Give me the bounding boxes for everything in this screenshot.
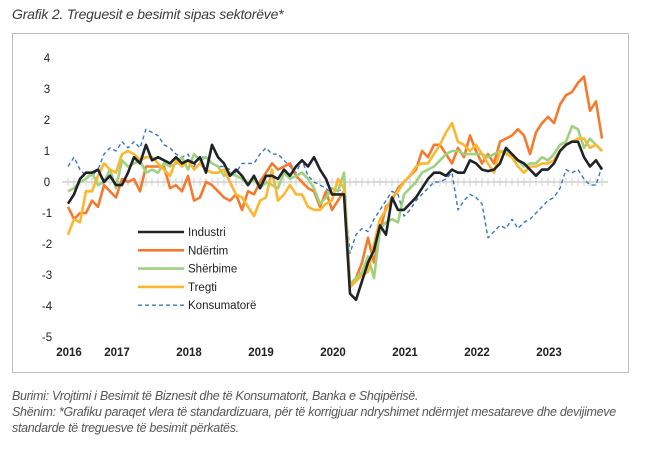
series-line-industri bbox=[66, 140, 604, 302]
x-tick-label: 2021 bbox=[392, 347, 418, 359]
chart-notes: Burimi: Vrojtimi i Besimit të Biznesit d… bbox=[12, 388, 642, 436]
footnote: Shënim: *Grafiku paraqet vlera të standa… bbox=[12, 405, 616, 435]
x-tick-label: 2020 bbox=[320, 347, 346, 359]
legend-label: Tregti bbox=[188, 282, 217, 294]
y-tick-label: 1 bbox=[44, 146, 50, 158]
y-tick-label: -5 bbox=[42, 332, 52, 344]
x-tick-label: 2022 bbox=[464, 347, 490, 359]
y-tick-label: -1 bbox=[42, 208, 52, 220]
source-note: Burimi: Vrojtimi i Besimit të Biznesit d… bbox=[12, 389, 419, 403]
series-line-tregti bbox=[66, 121, 603, 289]
chart-title: Grafik 2. Treguesit e besimit sipas sekt… bbox=[12, 6, 284, 22]
y-tick-label: 4 bbox=[44, 53, 51, 65]
legend-label: Konsumatorë bbox=[188, 300, 256, 312]
x-tick-label: 2017 bbox=[104, 347, 130, 359]
y-tick-label: 3 bbox=[44, 84, 50, 96]
legend-label: Shërbime bbox=[188, 264, 237, 276]
y-tick-label: 0 bbox=[44, 177, 50, 189]
series-line-ndërtim bbox=[66, 75, 604, 286]
x-tick-label: 2018 bbox=[176, 347, 202, 359]
legend-label: Industri bbox=[188, 227, 226, 239]
x-tick-label: 2023 bbox=[536, 347, 562, 359]
x-tick-label: 2016 bbox=[56, 347, 82, 359]
y-tick-label: -2 bbox=[42, 239, 52, 251]
legend: Industri Ndërtim Shërbime Tregti Konsumatorë bbox=[138, 227, 256, 312]
line-chart: 4 3 2 1 0 -1 -2 -3 -4 -5 2016 2017 2018 2019 2020 2021 2… bbox=[42, 53, 608, 359]
y-tick-label: -3 bbox=[42, 270, 52, 282]
y-tick-label: 2 bbox=[44, 115, 50, 127]
x-tick-label: 2019 bbox=[248, 347, 274, 359]
series-line-konsumatorë bbox=[67, 128, 603, 255]
y-tick-label: -4 bbox=[42, 301, 53, 313]
chart-frame bbox=[12, 33, 629, 373]
legend-label: Ndërtim bbox=[188, 245, 228, 257]
